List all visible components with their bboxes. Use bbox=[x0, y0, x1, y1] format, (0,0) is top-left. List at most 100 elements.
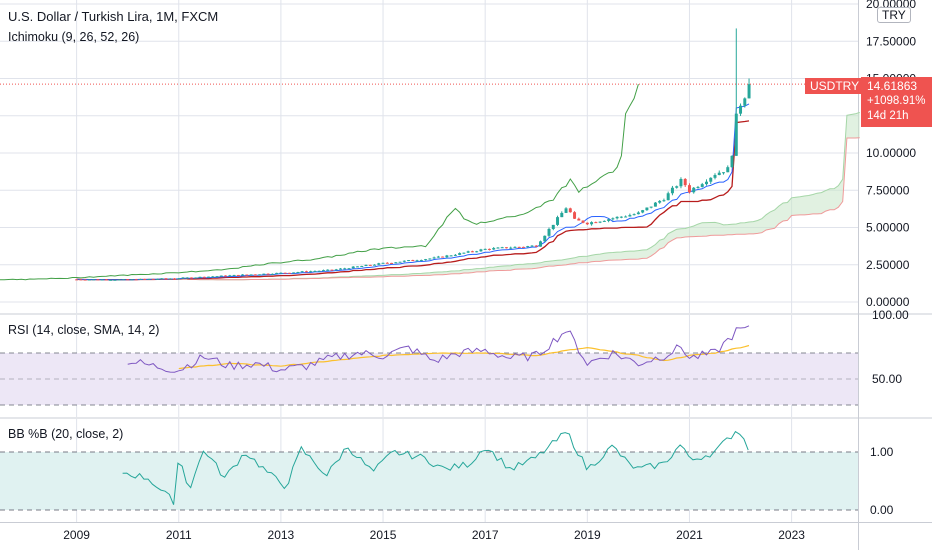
candle-body bbox=[436, 256, 440, 258]
candle-body bbox=[390, 262, 394, 264]
candle-body bbox=[743, 98, 747, 106]
candle-body bbox=[402, 260, 406, 262]
candle-body bbox=[275, 272, 279, 274]
candle-body bbox=[338, 268, 342, 270]
candle-body bbox=[300, 271, 304, 273]
candle-body bbox=[177, 278, 181, 280]
candle-body bbox=[560, 212, 564, 218]
candle-body bbox=[411, 260, 415, 262]
candle-body bbox=[739, 105, 743, 114]
candle-body bbox=[407, 260, 411, 262]
candle-body bbox=[632, 214, 636, 216]
candle-body bbox=[441, 256, 445, 258]
candle-body bbox=[87, 279, 91, 281]
candle-body bbox=[138, 278, 142, 280]
candle-body bbox=[381, 262, 385, 264]
candle-body bbox=[496, 247, 500, 249]
candle-body bbox=[726, 167, 730, 173]
candle-body bbox=[351, 266, 355, 269]
candle-body bbox=[224, 275, 228, 277]
candle-body bbox=[249, 274, 253, 276]
candle-body bbox=[590, 222, 594, 225]
candle-body bbox=[717, 172, 721, 176]
candle-body bbox=[543, 235, 547, 242]
candle-body bbox=[168, 278, 172, 280]
candle-body bbox=[517, 246, 521, 248]
candle-body bbox=[368, 264, 372, 266]
candle-body bbox=[747, 84, 751, 99]
candle-body bbox=[470, 251, 474, 253]
candle-body bbox=[624, 216, 628, 218]
price-axis-label: 20.00000 bbox=[866, 0, 916, 11]
candle-body bbox=[241, 274, 245, 276]
bb-scale-bottom: 0.00 bbox=[870, 503, 894, 517]
candle-body bbox=[709, 177, 713, 182]
price-axis-label: 17.50000 bbox=[866, 34, 916, 48]
currency-badge[interactable]: TRY bbox=[877, 7, 911, 23]
candle-body bbox=[607, 219, 611, 221]
bb-scale-top: 1.00 bbox=[870, 445, 894, 459]
candle-body bbox=[287, 272, 291, 274]
rsi-label[interactable]: RSI (14, close, SMA, 14, 2) bbox=[8, 323, 160, 337]
bar-countdown: 14d 21h bbox=[867, 110, 909, 122]
candle-body bbox=[734, 113, 738, 156]
candle-body bbox=[164, 278, 168, 280]
candle-body bbox=[160, 278, 164, 280]
time-axis-label: 2009 bbox=[63, 528, 90, 542]
symbol-title[interactable]: U.S. Dollar / Turkish Lira, 1M, FXCM bbox=[8, 9, 219, 24]
time-axis-label: 2011 bbox=[166, 528, 192, 542]
candle-body bbox=[207, 276, 211, 278]
candle-body bbox=[292, 272, 296, 274]
candle-body bbox=[266, 273, 270, 275]
candle-body bbox=[236, 274, 240, 276]
price-value: 14.61863 bbox=[867, 79, 918, 93]
rsi-line bbox=[127, 325, 750, 373]
candle-body bbox=[215, 276, 219, 278]
price-change: +1098.91% bbox=[867, 95, 926, 107]
candle-body bbox=[653, 202, 657, 207]
candle-body bbox=[356, 266, 359, 268]
candle-body bbox=[364, 264, 368, 267]
bb-percent-line bbox=[122, 430, 749, 505]
candle-body bbox=[126, 279, 130, 281]
candle-body bbox=[526, 246, 530, 248]
candle-body bbox=[385, 262, 389, 264]
candle-body bbox=[211, 276, 215, 278]
candle-body bbox=[296, 272, 300, 274]
candle-body bbox=[547, 228, 551, 236]
time-axis-label: 2023 bbox=[778, 528, 805, 542]
candle-body bbox=[279, 272, 283, 274]
candle-body bbox=[466, 251, 470, 253]
candle-body bbox=[594, 222, 598, 224]
candle-body bbox=[658, 200, 662, 203]
candle-body bbox=[675, 186, 679, 188]
time-axis-label: 2015 bbox=[370, 528, 397, 542]
candle-body bbox=[424, 259, 428, 261]
candle-body bbox=[581, 220, 585, 223]
candle-body bbox=[326, 269, 330, 271]
bb-label[interactable]: BB %B (20, close, 2) bbox=[8, 427, 124, 441]
candle-body bbox=[475, 251, 479, 253]
candle-body bbox=[513, 246, 517, 248]
candle-body bbox=[487, 248, 491, 250]
candle-body bbox=[462, 252, 466, 254]
time-axis-label: 2019 bbox=[574, 528, 601, 542]
bb-band bbox=[0, 452, 858, 510]
ichimoku-label[interactable]: Ichimoku (9, 26, 52, 26) bbox=[8, 30, 140, 44]
candle-body bbox=[75, 279, 79, 281]
candle-body bbox=[619, 216, 623, 218]
candle-body bbox=[330, 269, 334, 271]
candle-body bbox=[190, 277, 194, 279]
candle-body bbox=[492, 248, 496, 250]
candle-body bbox=[202, 276, 206, 278]
candle-body bbox=[83, 279, 87, 281]
candle-body bbox=[253, 274, 257, 276]
time-axis-label: 2013 bbox=[268, 528, 295, 542]
candle-body bbox=[377, 263, 381, 265]
candle-body bbox=[283, 272, 287, 274]
candle-body bbox=[696, 186, 700, 188]
candle-body bbox=[321, 270, 325, 272]
candle-body bbox=[313, 271, 317, 273]
